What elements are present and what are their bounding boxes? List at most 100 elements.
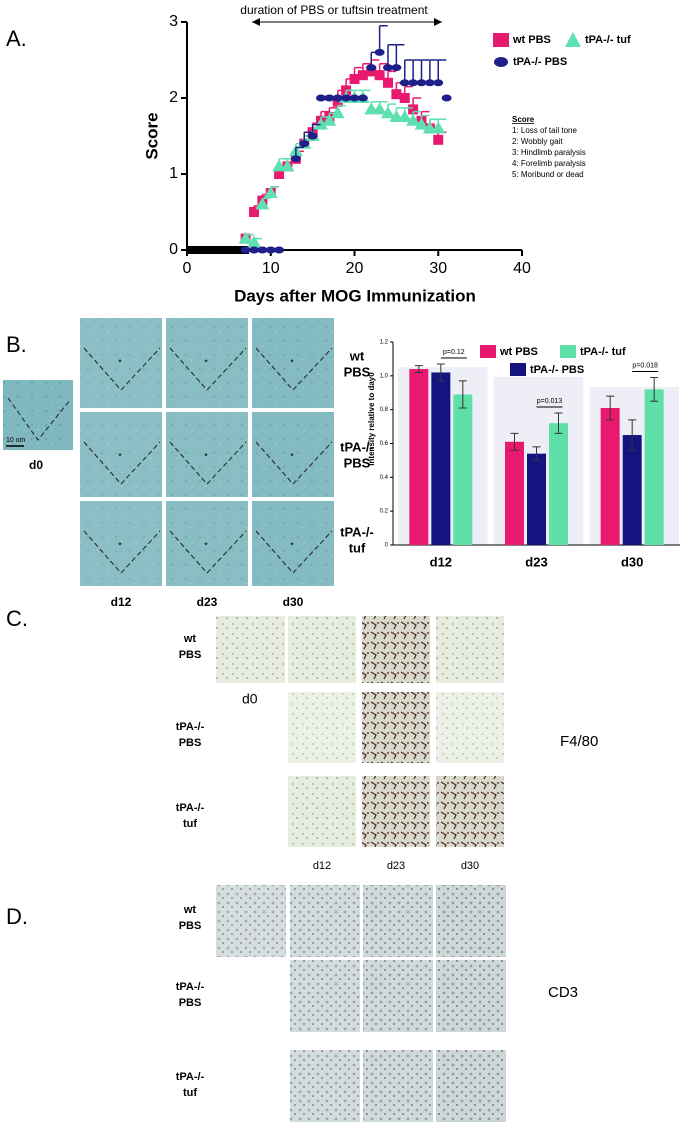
micrograph: [290, 885, 360, 957]
legend-symbol: [494, 57, 508, 67]
legend-symbol: [480, 345, 496, 358]
error-bar: [650, 377, 659, 402]
x-tick-label: 40: [513, 260, 531, 277]
panel-letter: B.: [6, 332, 27, 357]
asterisk: *: [118, 540, 122, 550]
marker: [322, 113, 337, 126]
row-label: tPA-/-: [176, 1071, 205, 1083]
marker: [416, 79, 427, 87]
marker: [372, 102, 387, 115]
row-label: tuf: [183, 818, 197, 830]
error-bar: [532, 446, 541, 461]
histology-images: [3, 380, 73, 450]
x-tick-label: 10: [262, 260, 280, 277]
marker: [357, 94, 368, 102]
bar: [409, 369, 429, 545]
error-bar: [429, 59, 438, 83]
marker: [307, 132, 318, 140]
marker: [240, 246, 251, 254]
bar: [505, 441, 524, 545]
marker: [274, 246, 285, 254]
legend-label: wt PBS: [512, 34, 551, 46]
marker: [374, 48, 385, 56]
x-tick-label: d23: [525, 554, 547, 569]
micrograph: [288, 776, 356, 847]
asterisk: *: [290, 357, 294, 367]
error-bar: [437, 59, 447, 83]
micrograph: [436, 885, 506, 957]
row-label: PBS: [179, 649, 202, 661]
error-bar: [458, 380, 467, 409]
score-legend-title: Score: [512, 115, 535, 124]
annotation: duration of PBS or tuftsin treatment: [240, 3, 428, 17]
marker: [316, 94, 326, 102]
score-legend-item: 5: Moribund or dead: [512, 170, 584, 179]
legend-symbol: [560, 345, 576, 358]
dashed-outline: [83, 347, 161, 391]
marker: [399, 93, 410, 103]
y-tick-label: 0: [169, 241, 178, 258]
micrograph: [363, 960, 433, 1032]
legend-label: tPA-/- tuf: [585, 34, 631, 46]
dashed-outline: [169, 530, 247, 574]
x-tick-label: 30: [429, 260, 447, 277]
column-label: d12: [313, 860, 331, 872]
column-label: d30: [461, 860, 479, 872]
asterisk: *: [204, 451, 208, 461]
row-label: tPA-/-: [176, 802, 205, 814]
marker: [263, 186, 278, 198]
y-tick-label: 0: [385, 543, 389, 549]
dashed-outline: [169, 347, 247, 391]
bar: [431, 372, 451, 545]
dashed-outline: [255, 347, 333, 391]
bar: [600, 407, 620, 545]
micrograph: [216, 616, 285, 683]
score-legend-item: 4: Forelimb paralysis: [512, 159, 586, 168]
row-label: wt: [349, 348, 365, 363]
legend-symbol: [510, 363, 526, 376]
micrograph: [3, 380, 73, 450]
marker: [391, 89, 402, 100]
error-bar: [606, 395, 615, 421]
marker: [341, 94, 352, 102]
legend-label: tPA-/- tuf: [580, 346, 626, 358]
marker: [238, 231, 253, 244]
column-label: d23: [197, 595, 218, 609]
error-bar: [436, 363, 445, 382]
row-label: PBS: [344, 364, 371, 379]
dashed-outline: [169, 441, 247, 485]
error-bar: [404, 59, 413, 83]
score-legend-item: 2: Wobbly gait: [512, 137, 563, 146]
legend-symbol: [493, 33, 509, 47]
marker: [257, 246, 268, 254]
marker: [366, 64, 377, 72]
marker: [330, 106, 345, 119]
x-tick-label: 20: [346, 260, 364, 277]
asterisk: *: [118, 357, 122, 367]
column-label: d23: [387, 860, 405, 872]
annotation: p=0.018: [632, 362, 658, 369]
annotation: p=0.013: [537, 398, 563, 405]
panel-letter: C.: [6, 606, 28, 631]
dashed-outline: [255, 441, 333, 485]
marker: [414, 117, 429, 130]
micrograph: [290, 1050, 360, 1122]
marker: [299, 140, 310, 148]
marker: [349, 94, 360, 102]
micrograph: [362, 776, 430, 847]
marker: [381, 106, 395, 119]
y-tick-label: 0.6: [380, 441, 389, 447]
row-label: tPA-/-: [340, 439, 374, 454]
marker: [332, 94, 343, 102]
marker: [314, 117, 328, 130]
bar: [453, 394, 473, 545]
panel-letter: D.: [6, 904, 28, 929]
marker: [397, 110, 412, 122]
micrograph: [436, 1050, 506, 1122]
x-tick-label: d12: [430, 554, 452, 569]
asterisk: *: [118, 451, 122, 461]
row-label: tuf: [183, 1087, 197, 1099]
